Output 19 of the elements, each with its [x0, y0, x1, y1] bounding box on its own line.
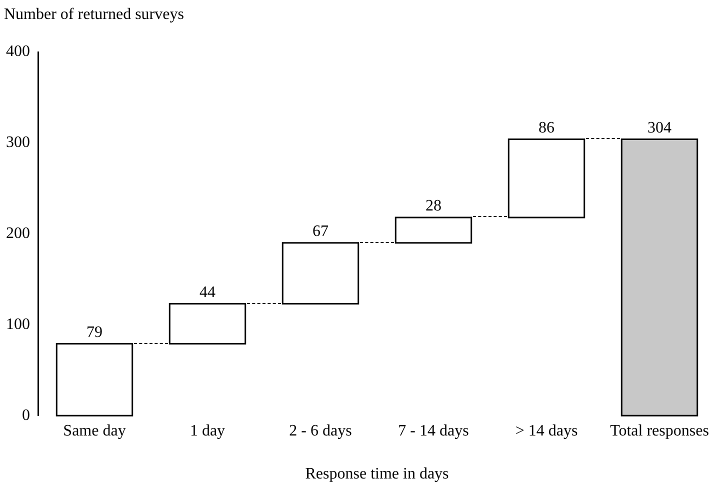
data-label: 79	[86, 324, 102, 341]
y-tick-label: 300	[6, 134, 30, 152]
x-tick-label: 1 day	[190, 422, 226, 440]
y-axis-title: Number of returned surveys	[4, 6, 184, 24]
y-tick-label: 100	[6, 316, 30, 333]
x-tick-label: 2 - 6 days	[289, 422, 352, 440]
y-tick-label: 0	[22, 406, 30, 424]
x-axis-title: Response time in days	[305, 466, 449, 483]
data-label: 28	[426, 198, 442, 215]
x-tick-label: Same day	[63, 422, 126, 440]
x-tick-label: Total responses	[610, 422, 709, 440]
data-label: 304	[648, 119, 672, 136]
y-tick-label: 400	[6, 43, 30, 60]
y-tick-label: 200	[6, 225, 30, 242]
data-label: 67	[312, 223, 328, 240]
x-tick-label: 7 - 14 days	[398, 422, 469, 440]
x-tick-label: > 14 days	[515, 422, 578, 440]
data-label: 44	[200, 284, 216, 301]
data-label: 86	[538, 119, 554, 136]
